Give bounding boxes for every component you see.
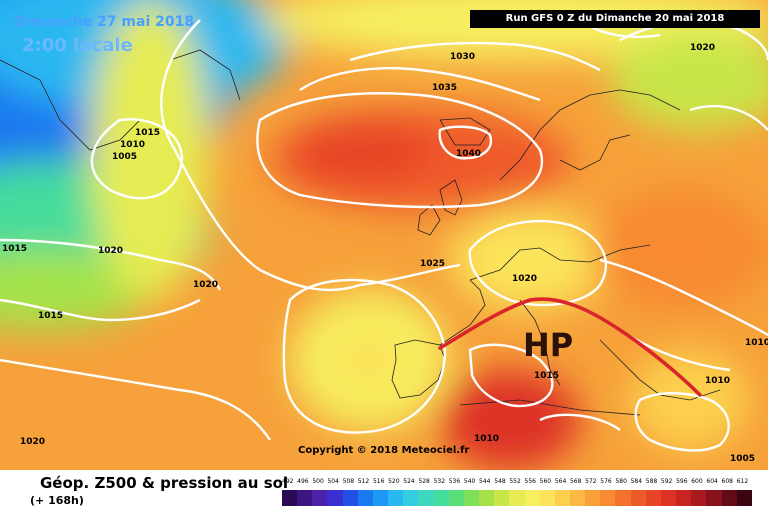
map-title: Géop. Z500 & pression au sol xyxy=(40,474,289,492)
isobar-label: 1005 xyxy=(112,152,138,162)
isobar-label: 1010 xyxy=(705,376,731,386)
legend-label: 528 xyxy=(418,478,430,485)
forecast-date: Dimanche 27 mai 2018 xyxy=(14,14,195,30)
legend-swatch xyxy=(630,490,646,506)
legend-label: 600 xyxy=(691,478,703,485)
legend-label: 532 xyxy=(433,478,446,485)
legend-label: 512 xyxy=(357,478,370,485)
legend-swatch xyxy=(676,490,692,506)
legend-swatch xyxy=(433,490,449,506)
legend-label: 576 xyxy=(600,478,612,485)
legend-swatch xyxy=(585,490,601,506)
isobar-label: 1040 xyxy=(456,149,482,159)
legend-swatch xyxy=(645,490,661,506)
legend-label: 592 xyxy=(660,478,673,485)
legend-swatch xyxy=(282,490,298,506)
legend-label: 556 xyxy=(524,478,536,485)
coastlines xyxy=(0,49,721,416)
model-run-label: Run GFS 0 Z du Dimanche 20 mai 2018 xyxy=(470,10,760,28)
legend-swatch xyxy=(721,490,737,506)
legend-swatch xyxy=(706,490,722,506)
legend-label: 504 xyxy=(327,478,339,485)
legend-swatch xyxy=(463,490,480,506)
legend-label: 536 xyxy=(448,478,461,485)
high-pressure-center: HP xyxy=(523,326,574,364)
legend-swatch xyxy=(312,490,328,506)
legend-swatch xyxy=(297,490,313,506)
isobars xyxy=(0,19,768,452)
isobar-label: 1020 xyxy=(20,437,46,447)
color-legend xyxy=(282,490,752,506)
legend-swatch xyxy=(660,490,677,506)
legend-swatch xyxy=(539,490,555,506)
legend-swatch xyxy=(388,490,404,506)
legend-swatch xyxy=(418,490,434,506)
isobar-label: 1015 xyxy=(2,244,28,254)
legend-label: 516 xyxy=(372,478,385,485)
isobar-label: 1005 xyxy=(730,454,756,464)
legend-label: 548 xyxy=(494,478,506,485)
forecast-hours: (+ 168h) xyxy=(30,494,84,507)
legend-label: 552 xyxy=(509,478,521,485)
legend-swatch xyxy=(342,490,358,506)
isobar-label: 1015 xyxy=(534,371,560,381)
legend-swatch xyxy=(448,490,464,506)
legend-label: 588 xyxy=(645,478,658,485)
legend-swatch xyxy=(372,490,389,506)
geopotential-map xyxy=(0,0,768,470)
isobar-label: 1015 xyxy=(135,128,161,138)
legend-swatch xyxy=(509,490,525,506)
legend-label: 604 xyxy=(706,478,718,485)
legend-swatch xyxy=(327,490,343,506)
isobar-label: 1015 xyxy=(38,311,64,321)
legend-label: 492 xyxy=(282,478,294,485)
isobar-label: 1010 xyxy=(474,434,500,444)
legend-swatch xyxy=(524,490,540,506)
ridge-line xyxy=(438,297,702,397)
legend-label: 612 xyxy=(736,478,749,485)
legend-label: 584 xyxy=(630,478,643,485)
isobar-label: 1020 xyxy=(512,274,538,284)
legend-labels: 492 496 500 504 508 512 516 520 524 528 532 536 540 5… xyxy=(282,478,752,488)
isobar-label: 1025 xyxy=(420,259,446,269)
legend-label: 580 xyxy=(615,478,627,485)
legend-label: 596 xyxy=(676,478,688,485)
legend-label: 520 xyxy=(388,478,400,485)
legend-label: 496 xyxy=(297,478,309,485)
legend-swatch xyxy=(554,490,570,506)
legend-swatch xyxy=(691,490,707,506)
legend-label: 540 xyxy=(463,478,476,485)
isobar-label: 1010 xyxy=(745,338,768,348)
legend-swatch xyxy=(357,490,373,506)
legend-label: 572 xyxy=(585,478,597,485)
legend-label: 568 xyxy=(569,478,582,485)
isobar-label: 1030 xyxy=(450,52,476,62)
copyright-text: Copyright © 2018 Meteociel.fr xyxy=(298,445,470,456)
isobar-label: 1035 xyxy=(432,83,458,93)
legend-label: 544 xyxy=(479,478,491,485)
legend-label: 608 xyxy=(721,478,733,485)
legend-swatch xyxy=(600,490,616,506)
forecast-time: 2:00 locale xyxy=(22,35,133,56)
legend-swatch xyxy=(736,490,752,506)
isobar-label: 1020 xyxy=(690,43,716,53)
legend-swatch xyxy=(615,490,631,506)
legend-label: 524 xyxy=(403,478,415,485)
legend-label: 564 xyxy=(554,478,567,485)
isobar-label: 1020 xyxy=(193,280,219,290)
legend-swatch xyxy=(479,490,495,506)
legend-label: 560 xyxy=(539,478,552,485)
legend-swatch xyxy=(569,490,586,506)
isobar-label: 1020 xyxy=(98,246,124,256)
legend-swatch xyxy=(494,490,510,506)
legend-label: 500 xyxy=(312,478,324,485)
legend-label: 508 xyxy=(342,478,355,485)
legend-swatch xyxy=(403,490,419,506)
isobar-label: 1010 xyxy=(120,140,146,150)
